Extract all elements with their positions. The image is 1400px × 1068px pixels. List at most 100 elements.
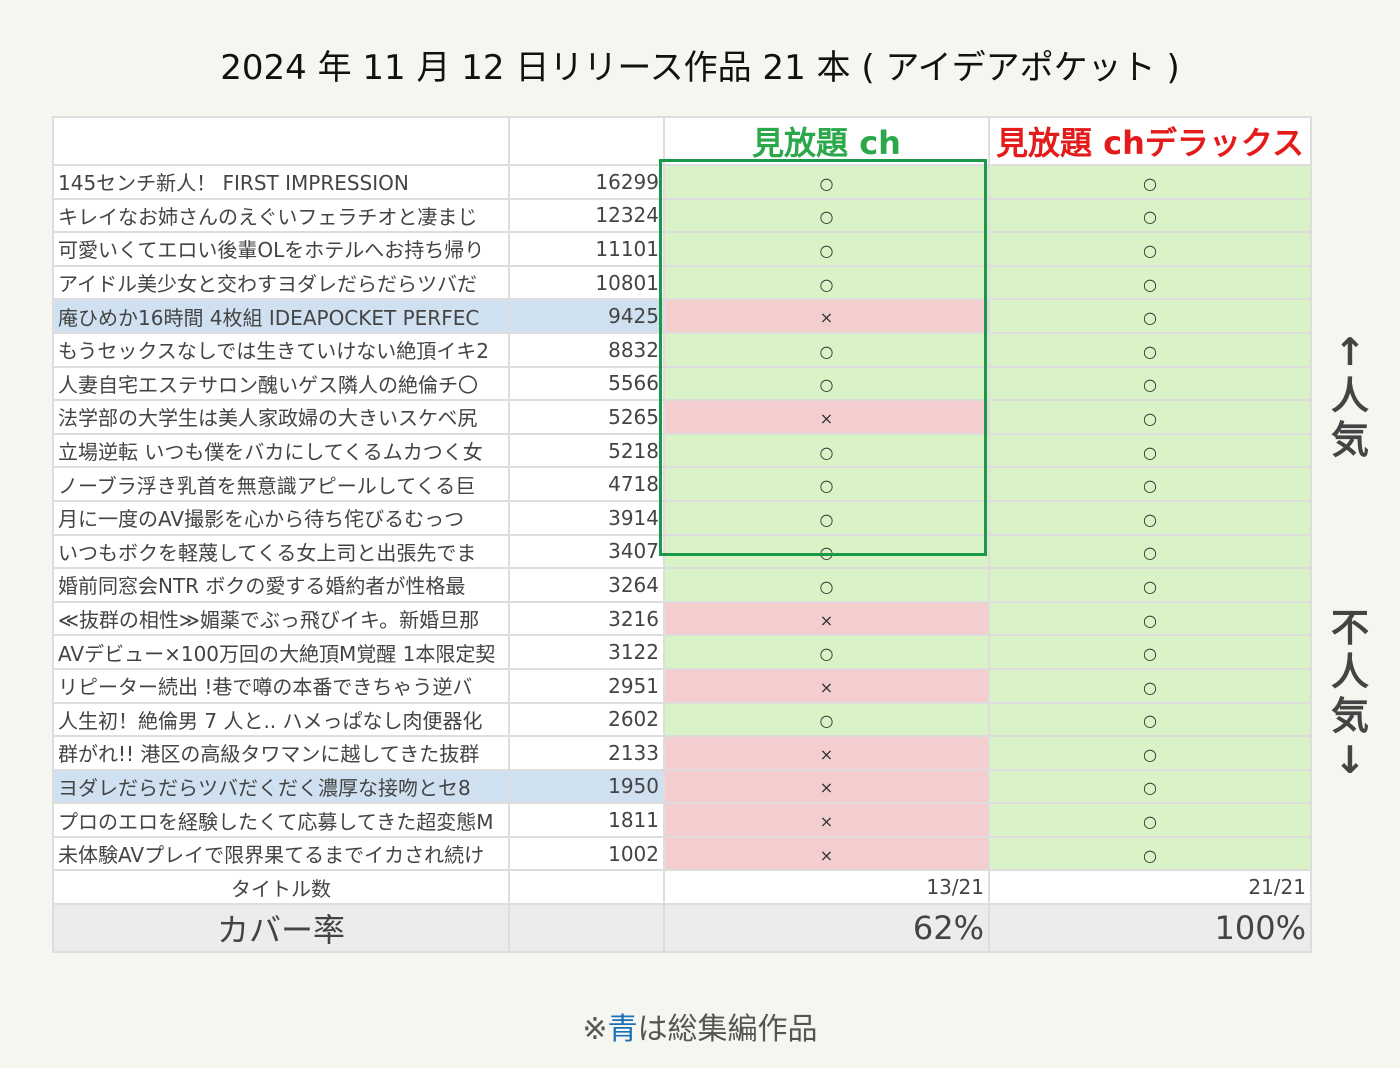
- deluxe-rate: 100%: [988, 903, 1312, 954]
- row-ch-mark: ×: [663, 735, 990, 771]
- page-title: 2024 年 11 月 12 日リリース作品 21 本 ( アイデアポケット ): [220, 48, 1180, 88]
- row-count: 2133: [508, 735, 665, 771]
- titles-row: タイトル数 13/21 21/21: [52, 869, 1312, 906]
- row-deluxe-mark: ○: [988, 802, 1312, 838]
- row-count: 8832: [508, 331, 665, 368]
- ch-mark: ○: [819, 341, 834, 361]
- row-ch-mark: ○: [663, 164, 990, 200]
- row-count: 10801: [508, 264, 665, 301]
- row-ch-mark: ○: [663, 567, 990, 603]
- table-row: 145センチ新人！ FIRST IMPRESSION 16299 ○ ○: [52, 164, 1312, 200]
- ch-mark: ×: [819, 845, 834, 865]
- row-ch-mark: ×: [663, 399, 990, 435]
- table-row: いつもボクを軽蔑してくる女上司と出張先でま 3407 ○ ○: [52, 533, 1312, 570]
- row-deluxe-mark: ○: [988, 231, 1312, 267]
- deluxe-mark: ○: [1143, 240, 1157, 260]
- row-deluxe-mark: ○: [988, 735, 1312, 771]
- row-count: 9425: [508, 298, 665, 334]
- row-deluxe-mark: ○: [988, 399, 1312, 435]
- row-title: AVデビュー×100万回の大絶頂M覚醒 1本限定契: [52, 634, 510, 670]
- row-title: 婚前同窓会NTR ボクの愛する婚約者が性格最: [52, 567, 510, 603]
- row-deluxe-mark: ○: [988, 264, 1312, 301]
- deluxe-mark: ○: [1143, 308, 1157, 328]
- row-title: アイドル美少女と交わすヨダレだらだらツバだ: [52, 264, 510, 301]
- side-char: 不: [1330, 606, 1369, 650]
- row-title: ヨダレだらだらツバだくだく濃厚な接吻とセ8: [52, 768, 510, 805]
- rate-label: カバー率: [52, 903, 510, 954]
- row-title: もうセックスなしでは生きていけない絶頂イキ2: [52, 331, 510, 368]
- row-deluxe-mark: ○: [988, 835, 1312, 872]
- table-row: 法学部の大学生は美人家政婦の大きいスケベ尻 5265 × ○: [52, 399, 1312, 435]
- row-deluxe-mark: ○: [988, 164, 1312, 200]
- deluxe-mark: ○: [1143, 576, 1157, 596]
- row-title: いつもボクを軽蔑してくる女上司と出張先でま: [52, 533, 510, 570]
- ch-mark: ○: [819, 644, 834, 664]
- ch-mark: ○: [819, 543, 834, 563]
- table-row: ノーブラ浮き乳首を無意識アピールしてくる巨 4718 ○ ○: [52, 466, 1312, 502]
- row-ch-mark: ○: [663, 197, 990, 234]
- row-deluxe-mark: ○: [988, 600, 1312, 637]
- table-row: アイドル美少女と交わすヨダレだらだらツバだ 10801 ○ ○: [52, 264, 1312, 301]
- deluxe-mark: ○: [1143, 408, 1157, 428]
- table-row: プロのエロを経験したくて応募してきた超変態M 1811 × ○: [52, 802, 1312, 838]
- side-char: 人: [1330, 374, 1369, 418]
- empty-cell: [508, 903, 665, 954]
- row-count: 11101: [508, 231, 665, 267]
- side-char: 人: [1330, 650, 1369, 694]
- row-deluxe-mark: ○: [988, 331, 1312, 368]
- row-count: 1811: [508, 802, 665, 838]
- row-ch-mark: ○: [663, 466, 990, 502]
- deluxe-mark: ○: [1143, 274, 1157, 294]
- table-row: 群がれ!! 港区の高級タワマンに越してきた抜群 2133 × ○: [52, 735, 1312, 771]
- popular-label: ↑ 人気: [1328, 330, 1372, 462]
- row-title: 可愛いくてエロい後輩OLをホテルへお持ち帰り: [52, 231, 510, 267]
- row-ch-mark: ×: [663, 667, 990, 704]
- row-count: 5566: [508, 365, 665, 402]
- row-deluxe-mark: ○: [988, 466, 1312, 502]
- ch-mark: ○: [819, 173, 834, 193]
- table-row: 人生初！絶倫男 7 人と.. ハメっぱなし肉便器化 2602 ○ ○: [52, 701, 1312, 738]
- row-ch-mark: ×: [663, 802, 990, 838]
- header-ch: 見放題 ch: [663, 116, 990, 166]
- row-ch-mark: ○: [663, 231, 990, 267]
- ch-mark: ×: [819, 408, 834, 428]
- row-count: 1002: [508, 835, 665, 872]
- table-row: ヨダレだらだらツバだくだく濃厚な接吻とセ8 1950 × ○: [52, 768, 1312, 805]
- titles-label: タイトル数: [52, 869, 510, 906]
- side-char: ↓: [1334, 738, 1366, 782]
- row-title: 法学部の大学生は美人家政婦の大きいスケベ尻: [52, 399, 510, 435]
- row-count: 2602: [508, 701, 665, 738]
- note-suffix: は総集編作品: [637, 1012, 818, 1047]
- row-ch-mark: ○: [663, 634, 990, 670]
- empty-cell: [508, 869, 665, 906]
- row-deluxe-mark: ○: [988, 567, 1312, 603]
- row-count: 3407: [508, 533, 665, 570]
- header-title-cell: [52, 116, 510, 166]
- ch-mark: ○: [819, 207, 834, 227]
- row-count: 1950: [508, 768, 665, 805]
- ch-mark: ×: [819, 778, 834, 798]
- ch-mark: ×: [819, 610, 834, 630]
- row-title: 群がれ!! 港区の高級タワマンに越してきた抜群: [52, 735, 510, 771]
- note-blue: 青: [607, 1012, 638, 1047]
- ch-mark: ×: [819, 308, 834, 328]
- row-title: ノーブラ浮き乳首を無意識アピールしてくる巨: [52, 466, 510, 502]
- row-deluxe-mark: ○: [988, 432, 1312, 469]
- table-row: 可愛いくてエロい後輩OLをホテルへお持ち帰り 11101 ○ ○: [52, 231, 1312, 267]
- row-ch-mark: ○: [663, 331, 990, 368]
- deluxe-mark: ○: [1143, 442, 1157, 462]
- deluxe-mark: ○: [1143, 509, 1157, 529]
- row-title: 人妻自宅エステサロン醜いゲス隣人の絶倫チ〇: [52, 365, 510, 402]
- deluxe-titles: 21/21: [988, 869, 1312, 906]
- deluxe-mark: ○: [1143, 543, 1157, 563]
- row-deluxe-mark: ○: [988, 197, 1312, 234]
- row-count: 5265: [508, 399, 665, 435]
- row-title: プロのエロを経験したくて応募してきた超変態M: [52, 802, 510, 838]
- ch-mark: ○: [819, 442, 834, 462]
- unpopular-label: 不人気 ↓: [1328, 606, 1372, 782]
- ch-mark: ○: [819, 576, 834, 596]
- table-row: 立場逆転 いつも僕をバカにしてくるムカつく女 5218 ○ ○: [52, 432, 1312, 469]
- row-title: 庵ひめか16時間 4枚組 IDEAPOCKET PERFEC: [52, 298, 510, 334]
- ch-mark: ○: [819, 509, 834, 529]
- row-deluxe-mark: ○: [988, 499, 1312, 536]
